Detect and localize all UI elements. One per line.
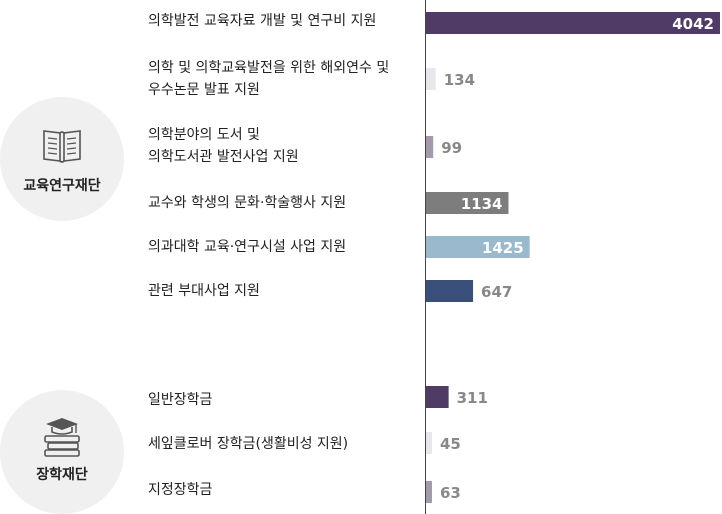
bar-7 bbox=[426, 386, 449, 408]
bar-value-label-8: 45 bbox=[440, 435, 461, 453]
bar-1 bbox=[426, 12, 720, 34]
row-label-8-line-1: 세잎클로버 장학금(생활비성 지원) bbox=[148, 436, 349, 452]
bar-5 bbox=[426, 236, 530, 258]
row-label-4: 교수와 학생의 문화·학술행사 지원 bbox=[148, 192, 346, 214]
group-title-research: 교육연구재단 bbox=[23, 178, 101, 194]
bar-value-label-2: 134 bbox=[444, 71, 475, 89]
bar-3 bbox=[426, 136, 434, 158]
row-label-7: 일반장학금 bbox=[148, 389, 212, 411]
row-label-2-line-2: 우수논문 발표 지원 bbox=[148, 82, 260, 98]
bar-6 bbox=[426, 280, 474, 302]
row-label-9: 지정장학금 bbox=[148, 479, 212, 501]
row-label-1: 의학발전 교육자료 개발 및 연구비 지원 bbox=[148, 10, 376, 32]
bar-value-label-1: 4042 bbox=[672, 15, 714, 33]
bar-4 bbox=[426, 192, 509, 214]
group-badge-research: 교육연구재단 bbox=[0, 97, 124, 221]
row-label-1-line-1: 의학발전 교육자료 개발 및 연구비 지원 bbox=[148, 13, 377, 29]
row-label-9-line-1: 지정장학금 bbox=[148, 482, 213, 498]
books-icon bbox=[43, 130, 81, 163]
row-label-3: 의학분야의 도서 및 의학도서관 발전사업 지원 bbox=[148, 124, 299, 168]
row-label-2: 의학 및 의학교육발전을 위한 해외연수 및 우수논문 발표 지원 bbox=[148, 57, 389, 101]
chart-axis-line bbox=[425, 0, 426, 514]
group-badge-scholarship: 장학재단 bbox=[0, 390, 124, 514]
bar-value-label-9: 63 bbox=[440, 484, 461, 502]
bar-value-label-3: 99 bbox=[441, 139, 462, 157]
bar-value-label-7: 311 bbox=[457, 389, 488, 407]
row-label-3-line-1: 의학분야의 도서 및 bbox=[148, 127, 260, 143]
row-label-5-line-1: 의과대학 교육·연구시설 사업 지원 bbox=[148, 239, 347, 255]
bar-value-label-4: 1134 bbox=[461, 195, 503, 213]
bar-2 bbox=[426, 68, 436, 90]
row-label-7-line-1: 일반장학금 bbox=[148, 392, 213, 408]
bar-8 bbox=[426, 432, 432, 454]
row-label-8: 세잎클로버 장학금(생활비성 지원) bbox=[148, 433, 348, 455]
bar-value-label-5: 1425 bbox=[482, 239, 524, 257]
bar-9 bbox=[426, 481, 432, 503]
row-label-6-line-1: 관련 부대사업 지원 bbox=[148, 283, 260, 299]
graduation-cap-books-icon bbox=[44, 418, 80, 457]
row-label-2-line-1: 의학 및 의학교육발전을 위한 해외연수 및 bbox=[148, 60, 390, 76]
group-title-scholarship: 장학재단 bbox=[36, 467, 88, 483]
bar-value-label-6: 647 bbox=[481, 283, 512, 301]
row-label-5: 의과대학 교육·연구시설 사업 지원 bbox=[148, 236, 346, 258]
row-label-3-line-2: 의학도서관 발전사업 지원 bbox=[148, 149, 299, 165]
row-label-4-line-1: 교수와 학생의 문화·학술행사 지원 bbox=[148, 195, 347, 211]
row-label-6: 관련 부대사업 지원 bbox=[148, 280, 260, 302]
